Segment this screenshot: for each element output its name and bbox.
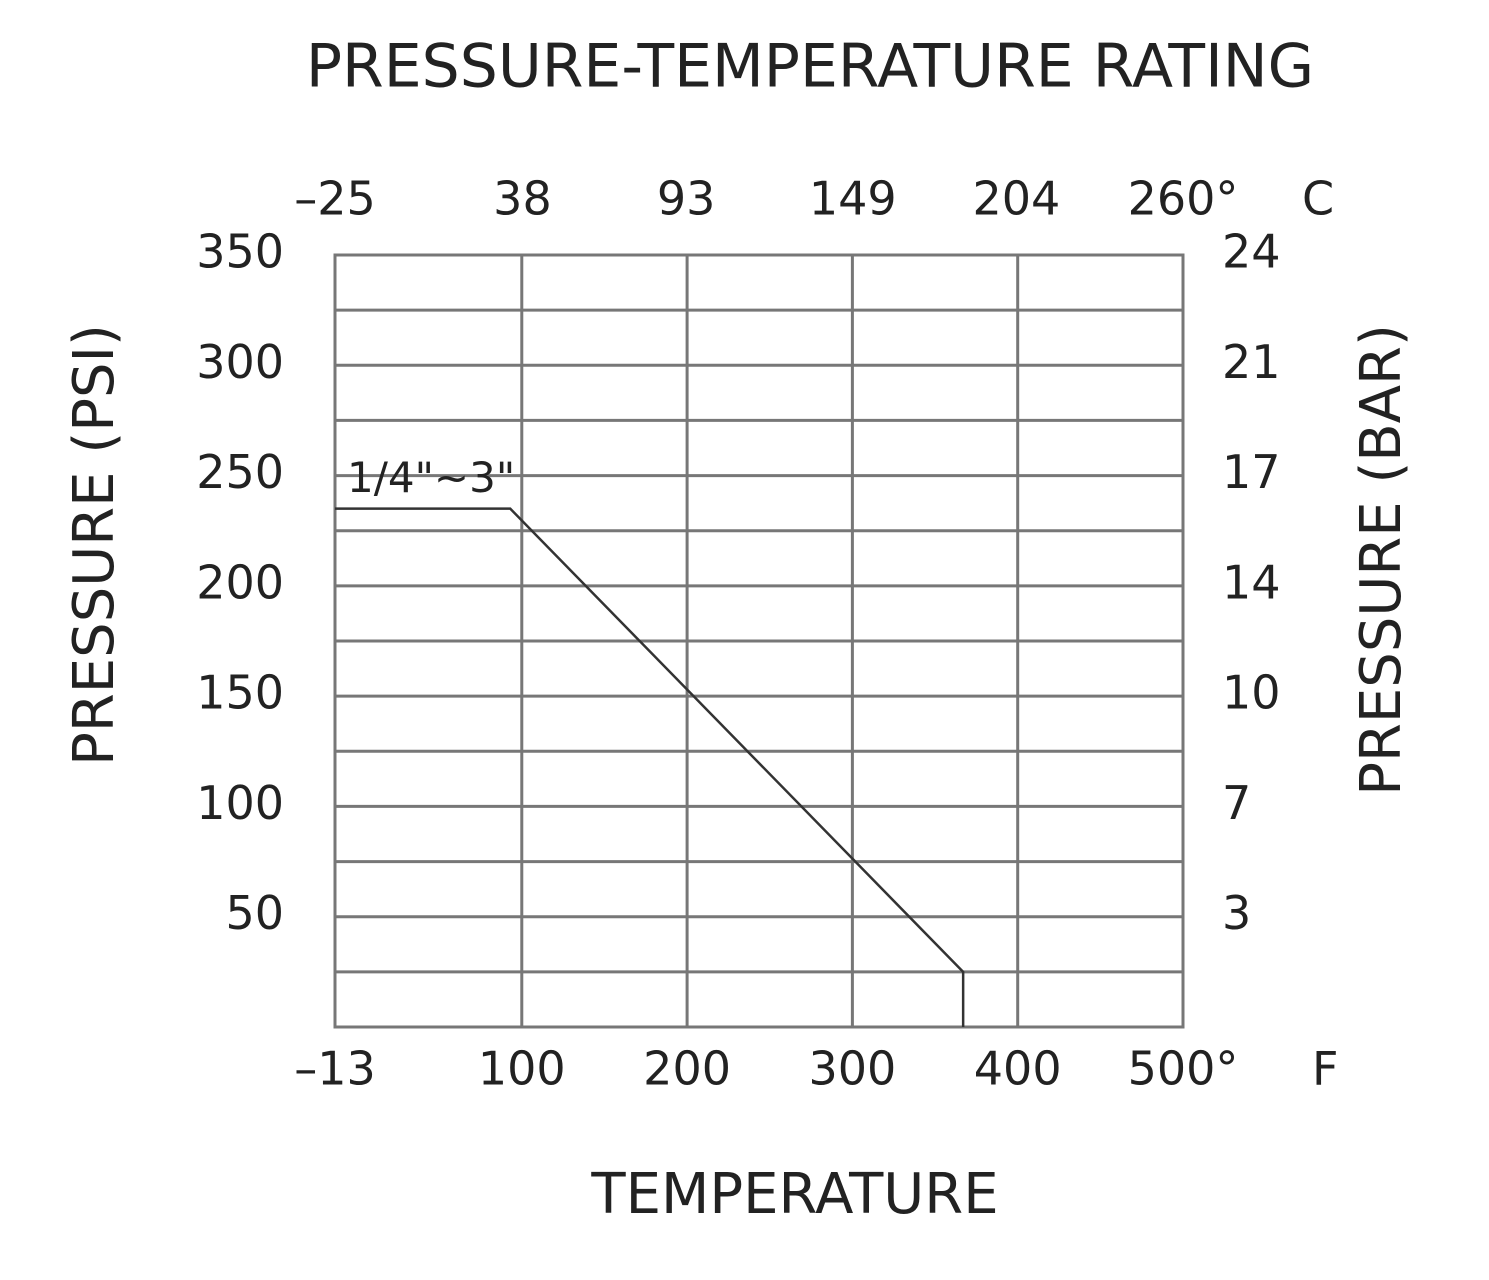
x2-tick-label: 38 [493, 172, 552, 226]
x2-tick-label: 204 [972, 172, 1060, 226]
y-tick-label: 250 [196, 445, 284, 499]
x2-tick-label: 93 [657, 172, 716, 226]
y2-tick-label: 10 [1222, 666, 1281, 720]
x2-tick-label: –25 [294, 172, 376, 226]
x-tick-label: 500° [1128, 1042, 1239, 1096]
x2-tick-label: 260° [1128, 172, 1239, 226]
chart-title: PRESSURE-TEMPERATURE RATING [306, 32, 1314, 102]
y-axis-title: PRESSURE (PSI) [62, 324, 127, 766]
y2-tick-label: 17 [1222, 445, 1281, 499]
x-tick-label: –13 [294, 1042, 376, 1096]
y-tick-label: 350 [196, 225, 284, 279]
y2-tick-label: 3 [1222, 886, 1251, 940]
y2-tick-label: 24 [1222, 225, 1281, 279]
y2-tick-label: 14 [1222, 555, 1281, 609]
y-tick-label: 100 [196, 776, 284, 830]
y-tick-label: 200 [196, 555, 284, 609]
line [335, 507, 965, 1027]
x-tick-label: 400 [974, 1042, 1062, 1096]
line-label: 1/4"~3" [347, 453, 515, 502]
x2-unit: C [1302, 172, 1334, 226]
x-tick-label: 100 [478, 1042, 566, 1096]
x-tick-label: 300 [808, 1042, 896, 1096]
y2-axis-title: PRESSURE (BAR) [1349, 324, 1414, 796]
y-tick-label: 150 [196, 666, 284, 720]
x2-tick-label: 149 [809, 172, 897, 226]
x-tick-label: 200 [643, 1042, 731, 1096]
y2-tick-label: 7 [1222, 776, 1251, 830]
y-tick-label: 50 [225, 886, 284, 940]
y-tick-label: 300 [196, 335, 284, 389]
x-unit: F [1312, 1042, 1338, 1096]
y2-tick-label: 21 [1222, 335, 1281, 389]
x-axis-title: TEMPERATURE [590, 1162, 998, 1227]
